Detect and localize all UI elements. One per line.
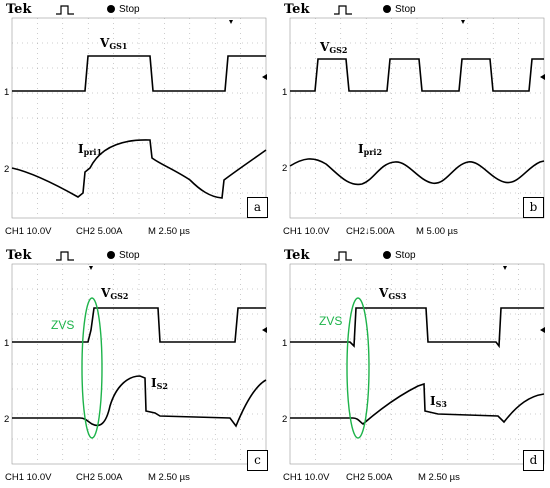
is3-trace [290,382,545,426]
stop-dot-icon [383,5,391,13]
time-scale: M 2.50 µs [418,472,460,483]
ch1-scale: CH1 10.0V [283,226,330,237]
label-vgs2: VGS2 [101,286,129,301]
label-ipri2: Ipri2 [358,142,383,157]
time-scale: M 5.00 µs [416,226,458,237]
vgs1-trace [12,55,266,92]
level-marker [540,74,545,80]
grid-c [11,263,267,465]
stop-dot-icon [107,251,115,259]
ipri2-trace [289,158,545,186]
ch1-marker: 1 [4,338,10,349]
ch1-marker: 1 [282,338,288,349]
panel-d: Tek Stop ZVS VGS3 IS3 1 2 CH1 10.0V CH2 … [278,246,550,488]
panel-letter: a [247,197,268,218]
ch2-marker: 2 [282,414,288,425]
label-vgs1: VGS1 [100,36,128,51]
ch2-scale: CH2↓5.00A [346,226,395,237]
stop-label: Stop [395,4,416,15]
tek-logo: Tek [6,248,32,263]
ch1-marker: 1 [282,87,288,98]
level-marker [540,327,545,333]
acq-status: Stop [383,250,416,261]
level-marker [262,327,267,333]
time-scale: M 2.50 µs [148,472,190,483]
label-is3: IS3 [430,394,447,409]
is2-trace [12,375,267,428]
label-vgs2: VGS2 [320,40,348,55]
tek-logo: Tek [284,2,310,17]
scope-screen-d [289,263,545,465]
panel-a: Tek Stop VGS1 Ipri1 1 2 CH1 10.0V CH2 5.… [0,0,272,242]
time-scale: M 2.50 µs [148,226,190,237]
ch1-marker: 1 [4,87,10,98]
stop-label: Stop [119,4,140,15]
vgs2-trace [290,58,544,92]
tek-logo: Tek [6,2,32,17]
zvs-ellipse [346,297,370,439]
ipri1-trace [11,139,267,199]
acq-status: Stop [107,4,140,15]
scope-screen-a [11,17,267,219]
panel-letter: b [523,197,544,218]
ch2-scale: CH2 5.00A [346,472,393,483]
tek-logo: Tek [284,248,310,263]
ch1-scale: CH1 10.0V [5,226,52,237]
trigger-marker [89,266,93,270]
ch2-scale: CH2 5.00A [76,226,123,237]
ch2-scale: CH2 5.00A [76,472,123,483]
scope-screen-c [11,263,267,465]
grid-a [11,17,267,219]
grid-b [289,17,545,219]
ch1-scale: CH1 10.0V [283,472,330,483]
vgs3-trace [290,307,544,349]
zvs-label: ZVS [51,318,75,332]
zvs-label: ZVS [319,314,343,328]
ch1-scale: CH1 10.0V [5,472,52,483]
acq-status: Stop [107,250,140,261]
label-ipri1: Ipri1 [78,142,103,157]
trigger-marker [461,20,465,24]
stop-label: Stop [119,250,140,261]
zvs-ellipse [81,297,103,439]
stop-label: Stop [395,250,416,261]
trigger-marker [503,266,507,270]
vgs2-trace [12,307,266,343]
ch2-marker: 2 [4,414,10,425]
acq-status: Stop [383,4,416,15]
label-is2: IS2 [151,376,168,391]
ch2-marker: 2 [4,164,10,175]
panel-letter: d [523,450,544,471]
grid-d [289,263,545,465]
label-vgs3: VGS3 [379,286,407,301]
ch2-marker: 2 [282,163,288,174]
stop-dot-icon [383,251,391,259]
panel-c: Tek Stop ZVS VGS2 IS2 1 2 CH1 10.0V CH2 … [0,246,272,488]
scope-screen-b [289,17,545,219]
trigger-marker [229,20,233,24]
panel-b: Tek Stop VGS2 Ipri2 1 2 CH1 10.0V CH2↓5.… [278,0,550,242]
level-marker [262,74,267,80]
panel-letter: c [247,450,268,471]
stop-dot-icon [107,5,115,13]
